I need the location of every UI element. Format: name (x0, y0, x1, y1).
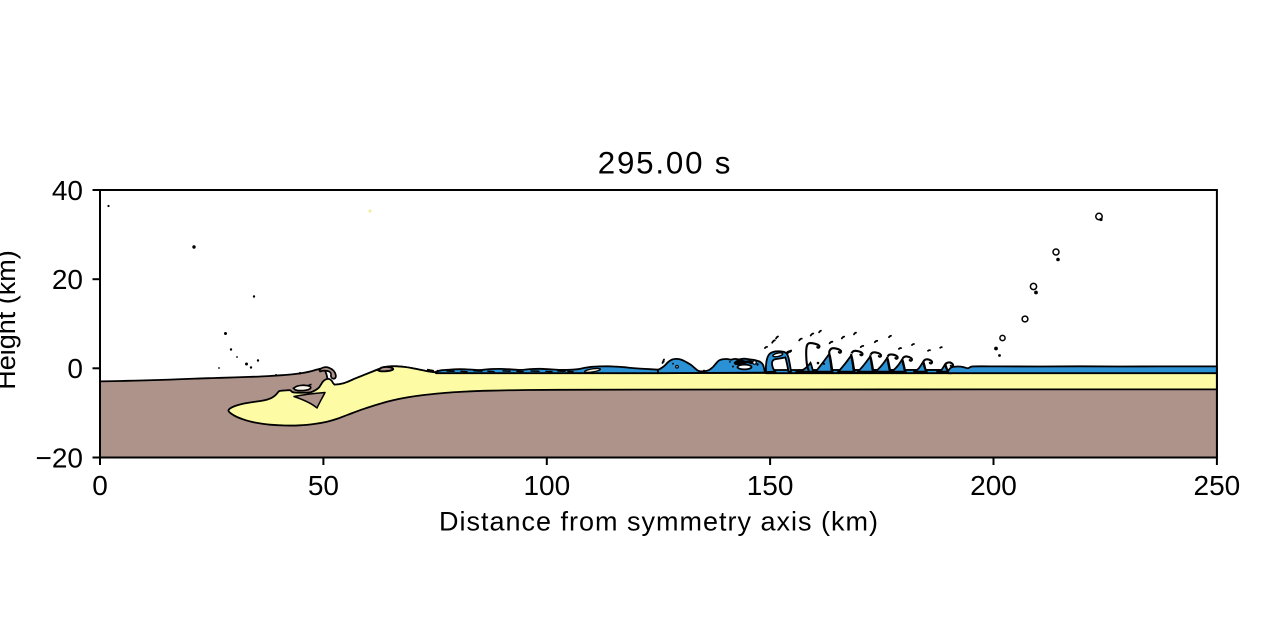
svg-text:20: 20 (52, 264, 83, 295)
svg-text:0: 0 (92, 470, 108, 501)
svg-text:0: 0 (67, 353, 83, 384)
svg-text:40: 40 (52, 175, 83, 206)
svg-text:200: 200 (970, 470, 1017, 501)
svg-text:50: 50 (308, 470, 339, 501)
svg-text:295.00 s: 295.00 s (598, 146, 732, 181)
svg-text:100: 100 (523, 470, 570, 501)
svg-text:Distance from symmetry axis (k: Distance from symmetry axis (km) (439, 507, 879, 537)
svg-text:Height (km): Height (km) (0, 250, 21, 390)
svg-text:−20: −20 (36, 442, 84, 473)
svg-text:250: 250 (1194, 470, 1241, 501)
svg-text:150: 150 (747, 470, 794, 501)
